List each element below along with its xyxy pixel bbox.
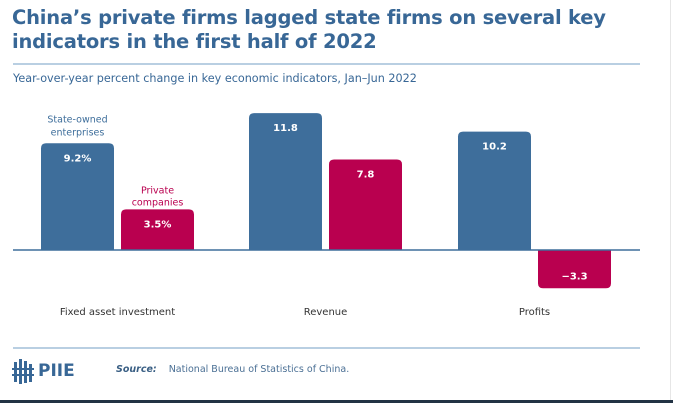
bar-state-1 <box>249 113 322 251</box>
source-note: Source: National Bureau of Statistics of … <box>116 364 349 375</box>
data-label: 9.2% <box>64 153 92 164</box>
source-label: Source: <box>116 364 157 375</box>
data-label: 3.5% <box>144 219 172 230</box>
logo-text: PIIE <box>38 361 75 381</box>
bar-private-2 <box>538 250 611 289</box>
bar-state-0 <box>41 143 114 250</box>
chart-subtitle: Year-over-year percent change in key eco… <box>13 72 417 85</box>
piie-logo: PIIE <box>12 358 75 384</box>
category-label: Revenue <box>304 307 348 318</box>
chart-title: China’s private firms lagged state firms… <box>12 6 606 53</box>
footer-divider <box>13 347 640 349</box>
data-label: −3.3 <box>561 271 587 282</box>
legend-state-line1: State-owned <box>47 114 107 125</box>
bar-state-2 <box>458 131 531 250</box>
legend-private-line2: companies <box>132 197 184 208</box>
category-label: Profits <box>519 307 550 318</box>
legend-state-line2: enterprises <box>51 127 105 138</box>
piie-logo-icon <box>12 359 34 384</box>
category-label: Fixed asset investment <box>60 307 175 318</box>
source-text: National Bureau of Statistics of China. <box>168 364 350 375</box>
data-label: 7.8 <box>357 170 375 181</box>
frame-border-right <box>670 0 671 400</box>
bar-private-1 <box>329 159 402 250</box>
data-label: 10.2 <box>482 142 507 153</box>
frame-border-bottom <box>0 400 673 403</box>
bar-private-0 <box>121 209 194 250</box>
bar-chart: 9.2% 3.5% Fixed asset investment 11.8 7.8 Rev… <box>13 113 640 318</box>
legend-private-line1: Private <box>141 185 174 196</box>
data-label: 11.8 <box>273 123 298 134</box>
title-divider <box>13 63 640 65</box>
